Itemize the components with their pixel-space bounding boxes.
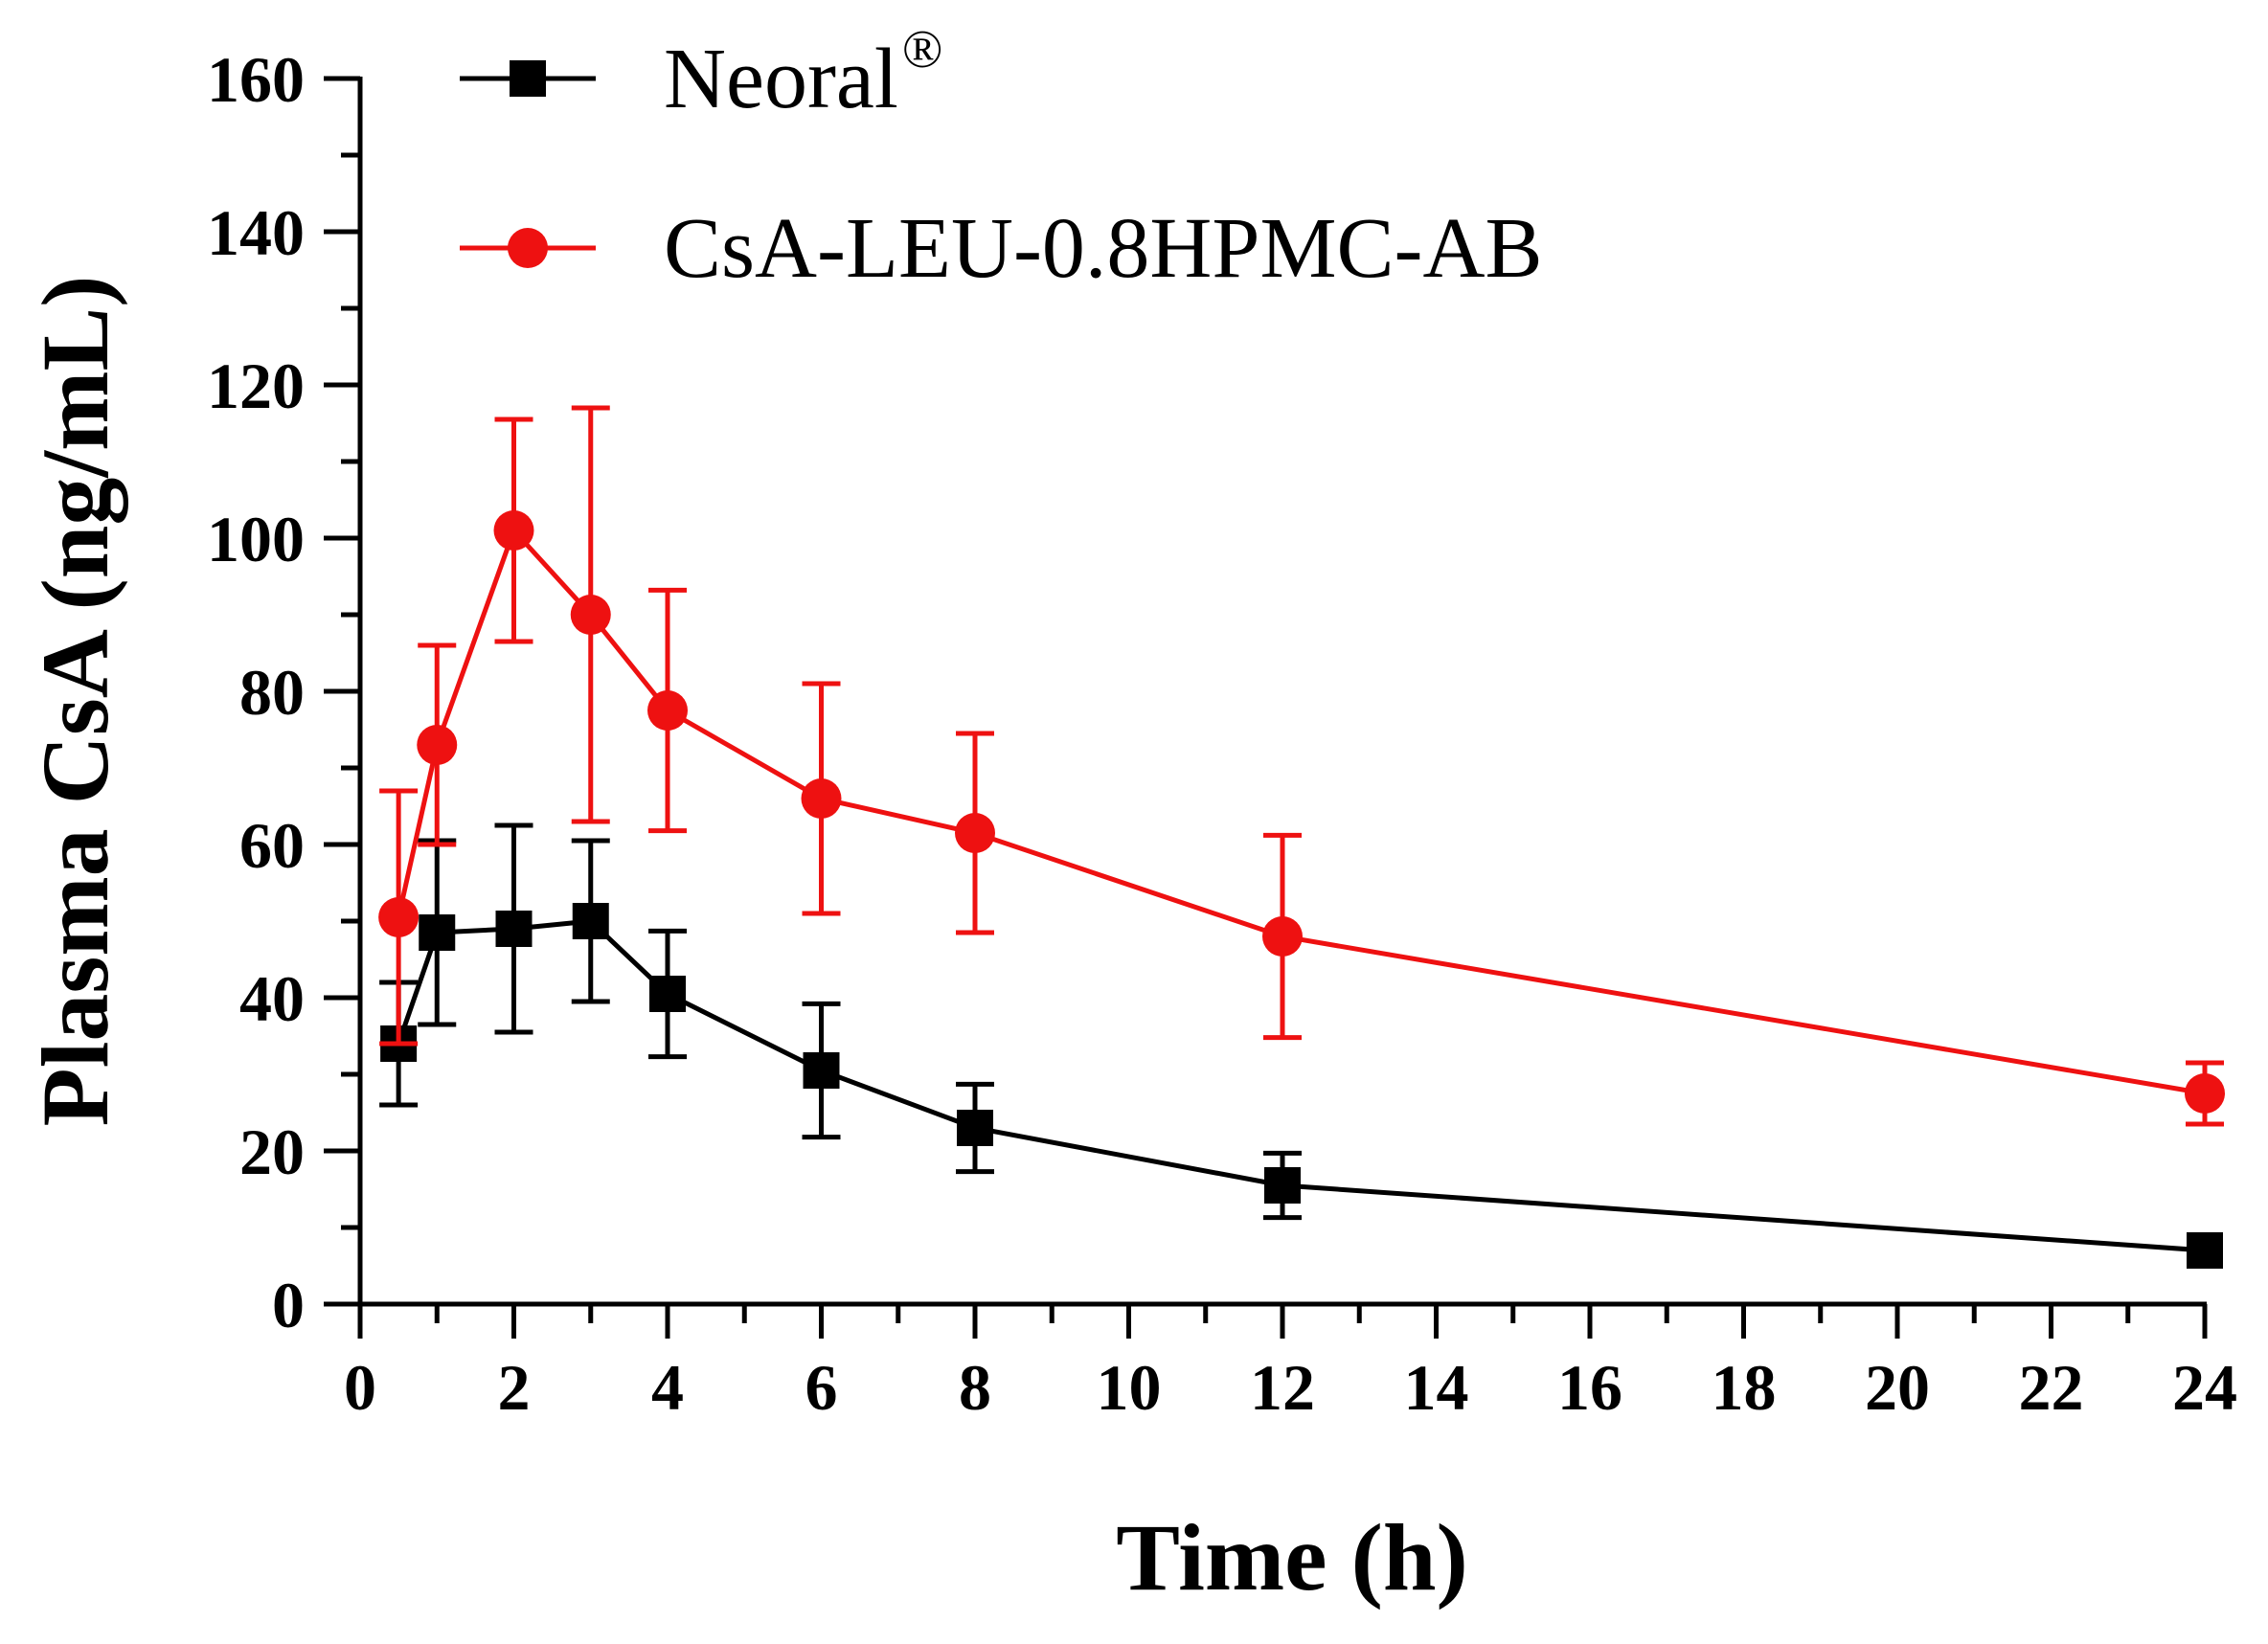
x-tick-label: 10 xyxy=(1097,1351,1162,1424)
data-point xyxy=(2187,1232,2223,1269)
y-tick-label: 100 xyxy=(207,503,305,575)
x-ticks: 0 2 4 6 8 10 12 14 16 18 20 22 24 xyxy=(344,1304,2237,1424)
x-tick-label: 12 xyxy=(1250,1351,1315,1424)
data-point xyxy=(649,976,686,1012)
x-tick-label: 2 xyxy=(498,1351,531,1424)
x-tick-label: 0 xyxy=(344,1351,376,1424)
data-point xyxy=(495,911,533,947)
x-tick-label: 18 xyxy=(1712,1351,1777,1424)
data-point xyxy=(419,914,456,951)
y-tick-label: 140 xyxy=(207,196,305,269)
data-point xyxy=(957,1110,993,1146)
y-tick-label: 20 xyxy=(239,1115,305,1188)
data-point xyxy=(493,510,534,551)
y-axis-title: Plasma CsA (ng/mL) xyxy=(22,276,128,1127)
series-layer xyxy=(378,405,2225,1269)
legend: Neoral® CsA-LEU-0.8HPMC-AB xyxy=(460,20,1543,296)
legend-entry-1: Neoral® xyxy=(460,20,942,126)
data-point xyxy=(378,897,420,937)
legend-label: Neoral® xyxy=(664,20,942,126)
data-point xyxy=(572,903,609,939)
data-point xyxy=(1262,916,1303,957)
data-point xyxy=(803,1052,840,1089)
data-point xyxy=(647,690,688,731)
y-ticks: 0 20 40 60 80 100 120 140 160 xyxy=(207,43,360,1341)
legend-entry-2: CsA-LEU-0.8HPMC-AB xyxy=(460,201,1543,296)
y-tick-label: 60 xyxy=(239,809,305,882)
legend-marker xyxy=(508,228,548,268)
x-tick-label: 4 xyxy=(651,1351,684,1424)
data-point xyxy=(417,725,458,765)
data-point xyxy=(2185,1073,2225,1114)
y-tick-label: 120 xyxy=(207,349,305,422)
x-tick-label: 24 xyxy=(2172,1351,2237,1424)
legend-marker xyxy=(510,60,546,97)
data-point xyxy=(1264,1167,1301,1204)
data-point xyxy=(801,778,842,819)
legend-label: CsA-LEU-0.8HPMC-AB xyxy=(664,201,1543,296)
x-tick-label: 8 xyxy=(959,1351,991,1424)
x-tick-label: 16 xyxy=(1557,1351,1622,1424)
y-tick-label: 40 xyxy=(239,962,305,1035)
data-point xyxy=(955,813,995,853)
legend-superscript: ® xyxy=(902,20,943,79)
y-tick-label: 0 xyxy=(272,1269,305,1341)
x-tick-label: 22 xyxy=(2019,1351,2084,1424)
series-1 xyxy=(379,822,2223,1269)
x-tick-label: 20 xyxy=(1865,1351,1930,1424)
series-2 xyxy=(378,405,2225,1127)
x-axis-title: Time (h) xyxy=(1116,1504,1468,1610)
data-point xyxy=(570,595,611,635)
x-tick-label: 14 xyxy=(1404,1351,1469,1424)
y-tick-label: 80 xyxy=(239,656,305,729)
x-tick-label: 6 xyxy=(805,1351,838,1424)
y-tick-label: 160 xyxy=(207,43,305,116)
